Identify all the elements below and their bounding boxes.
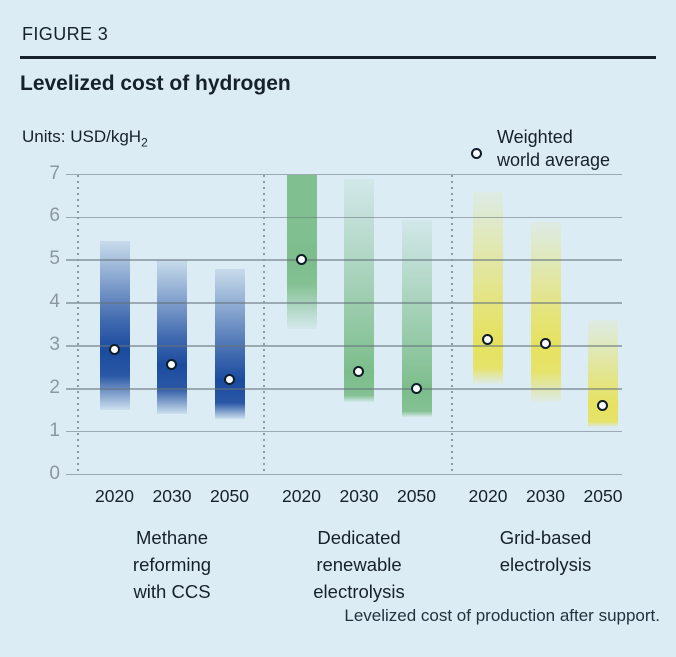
- y-tick-label-6: 6: [49, 205, 60, 227]
- weighted-average-point-green-2050: [410, 382, 422, 394]
- y-tick-label-3: 3: [49, 333, 60, 355]
- group-label-line: electrolysis: [313, 581, 405, 602]
- weighted-average-point-yellow-2050: [597, 399, 608, 411]
- group-label-line: Dedicated: [317, 527, 401, 548]
- legend-label-line2: world average: [497, 150, 611, 170]
- group-label-line: Methane: [136, 527, 208, 548]
- y-tick-label-0: 0: [49, 462, 60, 484]
- gridline-y0: [66, 473, 622, 476]
- gridline-y3: [66, 345, 622, 347]
- weighted-average-point-yellow-2020: [482, 333, 493, 345]
- x-tick-label-yellow-2020: 2020: [468, 486, 508, 506]
- range-bar-blue-2020: [99, 240, 130, 411]
- figure-label: FIGURE 3: [22, 24, 109, 44]
- gridline-y2: [66, 388, 622, 390]
- legend-label: Weighted world average: [497, 126, 610, 172]
- group-label-line: electrolysis: [499, 554, 592, 575]
- chart-footnote: Levelized cost of production after suppo…: [344, 606, 660, 625]
- x-tick-label-blue-2030: 2030: [152, 486, 192, 506]
- x-tick-label-green-2020: 2020: [282, 486, 321, 506]
- weighted-average-marker-icon: [471, 148, 482, 159]
- group-separator-0: [77, 174, 79, 475]
- x-tick-label-yellow-2030: 2030: [526, 486, 565, 506]
- group-label-line: reforming: [132, 554, 212, 575]
- header-rule: [20, 56, 656, 59]
- y-tick-label-7: 7: [49, 162, 60, 184]
- group-label-green: Dedicated renewable electrolysis: [264, 524, 454, 605]
- y-tick-label-5: 5: [49, 248, 60, 270]
- units-label: Units: USD/kgH2: [22, 127, 148, 149]
- group-label-line: Grid-based: [499, 527, 592, 548]
- gridline-y6: [66, 216, 622, 219]
- weighted-average-point-blue-2030: [166, 359, 177, 371]
- weighted-average-point-blue-2020: [108, 344, 120, 356]
- y-tick-label-4: 4: [49, 291, 60, 313]
- group-separator-1: [263, 174, 265, 475]
- range-bar-green-2030: [344, 178, 374, 402]
- group-label-blue: Methane reforming with CCS: [77, 524, 267, 605]
- group-label-line: renewable: [316, 554, 402, 575]
- weighted-average-point-green-2020: [295, 254, 307, 266]
- x-tick-label-green-2050: 2050: [397, 486, 436, 506]
- units-subscript: 2: [141, 135, 148, 150]
- x-tick-label-blue-2050: 2050: [210, 486, 249, 506]
- legend-label-line1: Weighted: [497, 127, 573, 147]
- group-label-line: with CCS: [133, 581, 211, 602]
- weighted-average-point-yellow-2030: [539, 337, 551, 349]
- y-tick-label-2: 2: [49, 376, 60, 398]
- group-label-yellow: Grid-based electrolysis: [451, 524, 641, 578]
- group-separator-2: [451, 174, 453, 475]
- weighted-average-point-blue-2050: [223, 374, 235, 386]
- units-value: USD/kgH: [70, 127, 142, 146]
- weighted-average-point-green-2030: [353, 365, 364, 377]
- range-bar-yellow-2050: [588, 320, 618, 428]
- units-prefix: Units:: [22, 127, 66, 146]
- range-bar-yellow-2030: [530, 221, 561, 402]
- range-bar-green-2020: [286, 174, 317, 329]
- gridline-y7: [66, 173, 622, 176]
- range-bar-yellow-2020: [473, 191, 503, 385]
- range-bar-blue-2030: [157, 260, 187, 415]
- gridline-y4: [66, 302, 622, 304]
- x-tick-label-green-2030: 2030: [339, 486, 379, 506]
- y-tick-label-1: 1: [49, 419, 60, 441]
- gridline-y1: [66, 430, 622, 433]
- page-title: Levelized cost of hydrogen: [20, 72, 291, 95]
- x-tick-label-blue-2020: 2020: [95, 486, 134, 506]
- x-tick-label-yellow-2050: 2050: [583, 486, 623, 506]
- range-bar-blue-2050: [214, 268, 245, 419]
- gridline-y5: [66, 259, 622, 261]
